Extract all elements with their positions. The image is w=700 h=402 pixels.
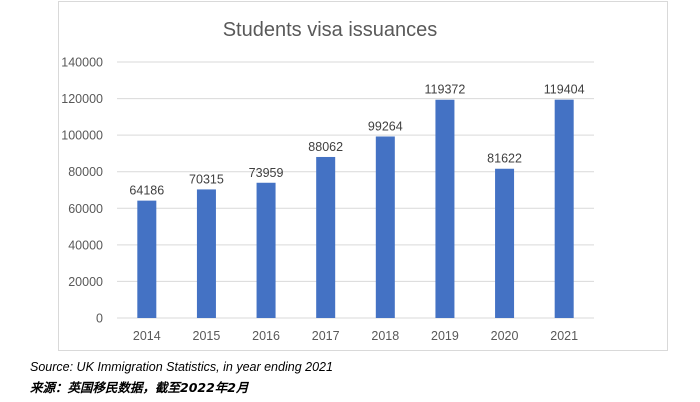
y-tick-label: 20000 <box>68 275 103 289</box>
y-tick-label: 60000 <box>68 202 103 216</box>
bar-2019 <box>435 99 455 318</box>
data-labels: 64186 70315 73959 88062 99264 119372 81622 1194… <box>129 83 584 198</box>
y-tick-label: 100000 <box>61 129 103 143</box>
y-axis-ticks: 0 20000 40000 60000 80000 100000 120000 140000 <box>61 56 103 326</box>
x-tick-label: 2016 <box>252 329 280 343</box>
y-tick-label: 40000 <box>68 238 103 252</box>
chart-title: Students visa issuances <box>223 19 438 41</box>
data-label-2016: 73959 <box>249 166 284 180</box>
x-axis-ticks: 2014 2015 2016 2017 2018 2019 2020 2021 <box>133 329 578 343</box>
bar-2015 <box>196 189 216 318</box>
source-note-english: Source: UK Immigration Statistics, in ye… <box>30 360 333 374</box>
x-tick-label: 2015 <box>193 329 221 343</box>
data-label-2021: 119404 <box>544 83 585 97</box>
data-label-2019: 119372 <box>425 83 466 97</box>
y-tick-label: 80000 <box>68 165 103 179</box>
x-tick-label: 2020 <box>491 329 519 343</box>
bar-chart: 020000400006000080000100000120000140000 … <box>61 19 594 343</box>
y-tick-label: 120000 <box>61 92 103 106</box>
source-note-chinese: 来源：英国移民数据，截至2022年2月 <box>30 380 249 395</box>
data-label-2020: 81622 <box>487 152 522 166</box>
data-label-2015: 70315 <box>189 172 224 186</box>
bar-2021 <box>554 99 574 318</box>
data-label-2018: 99264 <box>368 119 403 133</box>
x-tick-label: 2017 <box>312 329 340 343</box>
data-label-2017: 88062 <box>308 140 343 154</box>
bar-2018 <box>375 136 395 318</box>
chart-frame: 0 20000 40000 60000 80000 100000 120000 140000 … <box>58 1 668 351</box>
bar-2016 <box>256 182 276 318</box>
x-tick-label: 2018 <box>371 329 399 343</box>
y-tick-label: 140000 <box>61 56 103 70</box>
x-tick-label: 2019 <box>431 329 459 343</box>
bar-2020 <box>495 168 515 318</box>
gridlines <box>117 61 594 319</box>
bar-2017 <box>316 156 336 318</box>
data-label-2014: 64186 <box>129 184 164 198</box>
bars <box>137 99 574 318</box>
x-tick-label: 2021 <box>550 329 578 343</box>
y-tick-label: 0 <box>96 312 103 326</box>
bar-2014 <box>137 200 157 318</box>
x-tick-label: 2014 <box>133 329 161 343</box>
